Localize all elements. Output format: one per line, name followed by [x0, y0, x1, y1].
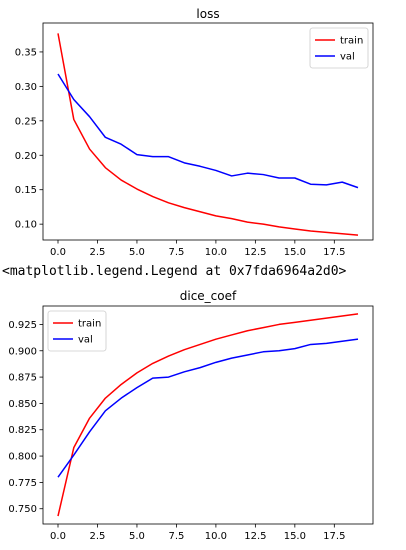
axes-frame [42, 305, 374, 525]
x-tick-label: 2.5 [90, 247, 106, 258]
legend-label-train: train [78, 319, 101, 330]
chart-title: dice_coef [180, 289, 237, 303]
y-tick-label: 0.925 [8, 320, 37, 331]
y-tick-label: 0.10 [15, 220, 37, 231]
y-tick-label: 0.775 [8, 478, 37, 489]
series-line-val [57, 338, 359, 478]
x-tick-label: 17.5 [323, 247, 345, 258]
y-tick-label: 0.35 [15, 47, 37, 58]
chart-title: loss [196, 7, 219, 21]
axes-frame [42, 22, 374, 241]
x-tick-label: 5.0 [129, 247, 145, 258]
series-line-train [57, 33, 359, 236]
legend: train val [47, 310, 107, 352]
loss-chart: loss 0.0 2.5 5.0 7.5 10.0 12.5 15.0 17.5 0.10 0.15… [15, 7, 374, 258]
x-tick-label: 12.5 [244, 531, 266, 542]
x-tick-label: 10.0 [205, 247, 227, 258]
legend-repr-output: <matplotlib.legend.Legend at 0x7fda6964a… [2, 264, 347, 279]
series-line-val [57, 73, 359, 189]
x-tick-label: 12.5 [244, 247, 266, 258]
y-tick-label: 0.850 [8, 399, 37, 410]
x-tick-label: 17.5 [323, 531, 345, 542]
legend-box [309, 27, 369, 69]
legend-box [47, 310, 107, 352]
x-tick-label: 15.0 [284, 531, 306, 542]
y-tick-label: 0.20 [15, 151, 37, 162]
x-tick-label: 10.0 [205, 531, 227, 542]
dice-coef-chart: dice_coef 0.0 2.5 5.0 7.5 10.0 12.5 15.0 17.5 0.7… [8, 289, 374, 542]
legend: train val [309, 27, 369, 69]
legend-label-train: train [340, 36, 363, 47]
x-tick-label: 15.0 [284, 247, 306, 258]
y-tick-label: 0.15 [15, 185, 37, 196]
x-tick-label: 7.5 [168, 531, 184, 542]
y-tick-label: 0.25 [15, 116, 37, 127]
x-tick-label: 0.0 [50, 247, 66, 258]
legend-label-val: val [78, 335, 93, 346]
y-tick-label: 0.750 [8, 504, 37, 515]
y-tick-label: 0.825 [8, 425, 37, 436]
series-line-train [57, 313, 359, 517]
y-tick-label: 0.875 [8, 373, 37, 384]
y-tick-label: 0.30 [15, 82, 37, 93]
x-tick-label: 7.5 [168, 247, 184, 258]
y-tick-label: 0.800 [8, 452, 37, 463]
legend-label-val: val [340, 52, 355, 63]
x-tick-label: 5.0 [129, 531, 145, 542]
y-tick-label: 0.900 [8, 346, 37, 357]
x-tick-label: 0.0 [50, 531, 66, 542]
x-tick-label: 2.5 [90, 531, 106, 542]
